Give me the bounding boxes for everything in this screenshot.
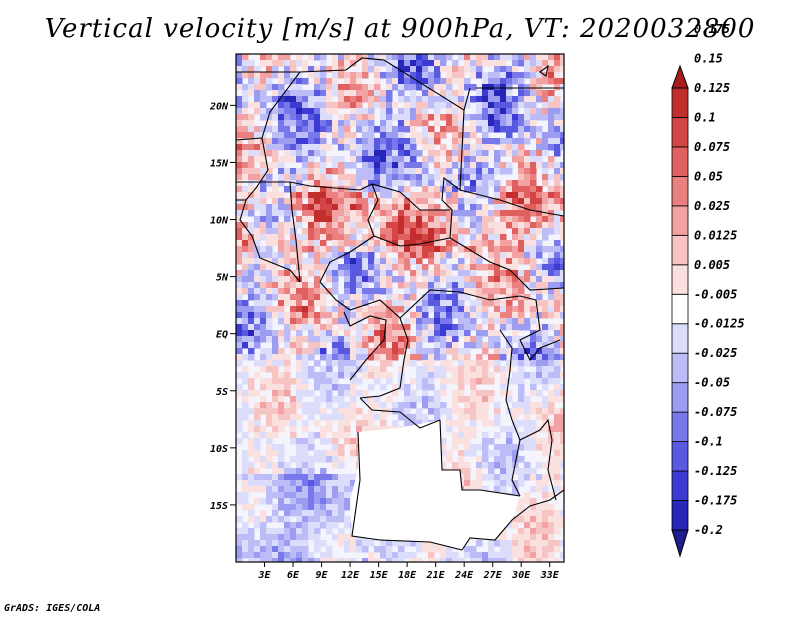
colorbar-segment: [671, 500, 689, 531]
lat-tick-label: 15N: [210, 158, 229, 169]
colorbar-label: 0.1: [694, 110, 716, 124]
colorbar-label: 0.025: [694, 199, 730, 213]
colorbar-segment: [671, 175, 689, 207]
colorbar-label: 0.075: [694, 140, 730, 154]
longitude-axis: 3E 6E 9E 12E 15E 18E 21E 24E 27E 30E 33E: [257, 562, 560, 581]
colorbar-label: -0.2: [694, 523, 723, 537]
colorbar-label: 0.05: [694, 169, 723, 183]
lon-tick-label: 27E: [483, 570, 503, 581]
lon-tick-label: 9E: [316, 570, 329, 581]
colorbar-segment: [671, 323, 689, 354]
colorbar-segment: [671, 117, 689, 148]
lat-tick-label: 15S: [210, 501, 228, 512]
colorbar-label: 0.005: [694, 258, 730, 272]
lat-tick-label: 20N: [209, 101, 229, 112]
colorbar-label: -0.005: [694, 287, 737, 301]
lon-tick-label: 6E: [287, 570, 300, 581]
lat-tick-label: 10S: [210, 444, 228, 455]
lon-tick-label: 24E: [454, 570, 474, 581]
colorbar-label: 0.175: [694, 22, 730, 36]
colorbar: -0.2 -0.175 -0.125 -0.1 -0.075 -0.05 -0.025 -0.…: [671, 22, 745, 558]
chart-title: Vertical velocity [m/s] at 900hPa, VT: 2…: [44, 14, 756, 44]
colorbar-label: 0.15: [694, 52, 723, 66]
colorbar-label: -0.175: [694, 494, 737, 508]
lat-tick-label: 5S: [216, 387, 228, 398]
latitude-axis: 20N 15N 10N 5N EQ 5S 10S 15S: [209, 101, 236, 512]
colorbar-lower-arrow: [671, 529, 689, 558]
lon-tick-label: 33E: [540, 570, 560, 581]
colorbar-upper-arrow: [671, 64, 689, 89]
no-data-region: [350, 420, 520, 550]
colorbar-segment: [671, 87, 689, 118]
colorbar-label: -0.05: [694, 376, 730, 390]
lat-tick-label: EQ: [216, 330, 228, 341]
colorbar-segment: [671, 470, 689, 501]
lon-tick-label: 12E: [341, 570, 360, 581]
map-frame: [235, 53, 565, 563]
colorbar-label: -0.075: [694, 405, 737, 419]
colorbar-label: -0.125: [694, 464, 737, 478]
colorbar-segment: [671, 441, 689, 472]
colorbar-segment: [671, 411, 689, 442]
lon-tick-label: 30E: [511, 570, 531, 581]
colorbar-label: 0.125: [694, 81, 730, 95]
country-borders: [236, 57, 564, 551]
lon-tick-label: 3E: [257, 570, 271, 581]
colorbar-label: 0.0125: [694, 228, 737, 242]
colorbar-label: -0.025: [694, 346, 737, 360]
colorbar-segment: [671, 146, 689, 177]
lon-tick-label: 18E: [398, 570, 417, 581]
lon-tick-label: 21E: [426, 570, 446, 581]
colorbar-label: -0.1: [694, 435, 723, 449]
colorbar-segment: [671, 293, 689, 325]
colorbar-segment: [671, 234, 689, 266]
colorbar-segment: [671, 205, 689, 236]
colorbar-segment: [671, 382, 689, 413]
colorbar-label: -0.0125: [694, 317, 745, 331]
colorbar-segment: [671, 352, 689, 384]
colorbar-segment: [671, 264, 689, 295]
grads-credit: GrADS: IGES/COLA: [4, 603, 101, 614]
lat-tick-label: 5N: [216, 273, 229, 284]
lat-tick-label: 10N: [210, 216, 229, 227]
lon-tick-label: 15E: [370, 570, 389, 581]
